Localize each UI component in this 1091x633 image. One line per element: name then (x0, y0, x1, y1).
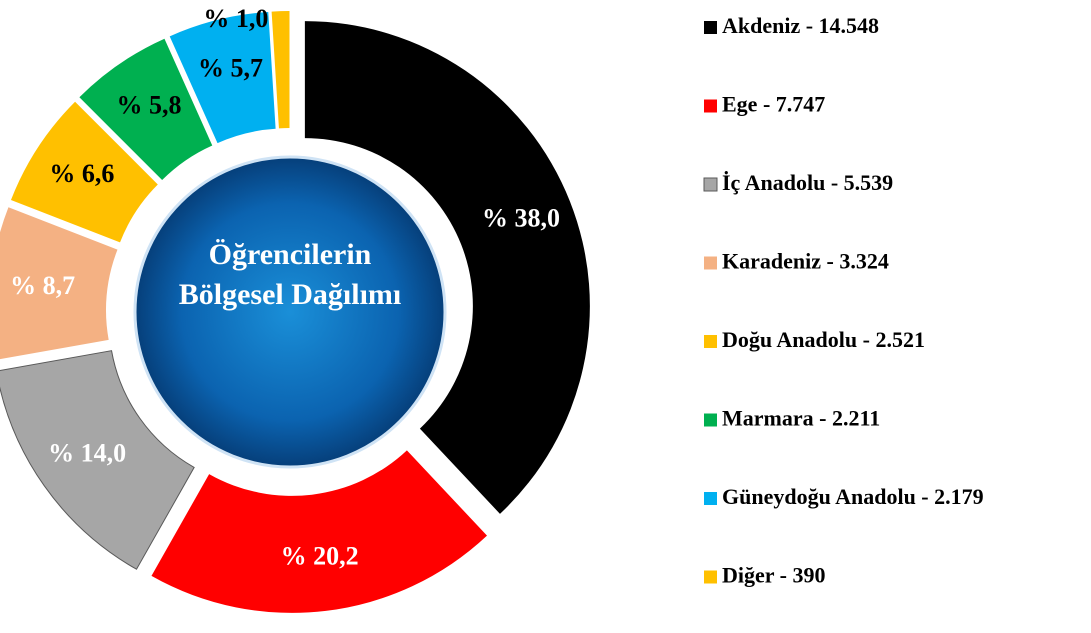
value-label: % 38,0 (482, 203, 560, 232)
slice (304, 21, 590, 514)
legend-label: Akdeniz - 14.548 (722, 13, 879, 38)
slice (10, 101, 158, 243)
slice (271, 11, 290, 129)
slice (0, 207, 118, 360)
legend-label: Karadeniz - 3.324 (722, 249, 889, 274)
legend-swatch (704, 492, 717, 505)
legend-label: İç Anadolu - 5.539 (722, 170, 893, 195)
legend-swatch (704, 99, 717, 113)
legend-swatch (704, 335, 717, 348)
chart-title: Öğrencilerin Bölgesel Dağılımı (178, 238, 402, 311)
slice (169, 12, 276, 144)
value-label: % 8,7 (10, 271, 75, 300)
value-label: % 5,8 (117, 90, 182, 119)
center-circle (133, 155, 447, 469)
legend-label: Marmara - 2.211 (722, 406, 880, 431)
slice (151, 450, 488, 613)
legend-swatch (704, 413, 717, 427)
legend-swatch (703, 177, 718, 192)
value-label: % 14,0 (48, 438, 126, 467)
legend-label: Ege - 7.747 (722, 92, 825, 117)
value-label: % 1,0 (203, 4, 268, 33)
slice (79, 38, 213, 181)
legend-swatch (704, 256, 717, 270)
legend-label: Güneydoğu Anadolu - 2.179 (722, 484, 984, 509)
slice (0, 350, 195, 570)
value-label: % 20,2 (281, 542, 359, 571)
value-label: % 5,7 (198, 54, 263, 83)
legend-label: Diğer - 390 (722, 563, 825, 588)
value-label: % 6,6 (49, 159, 114, 188)
legend-swatch (704, 570, 717, 584)
legend-swatch (704, 21, 717, 34)
legend-label: Doğu Anadolu - 2.521 (722, 327, 925, 352)
